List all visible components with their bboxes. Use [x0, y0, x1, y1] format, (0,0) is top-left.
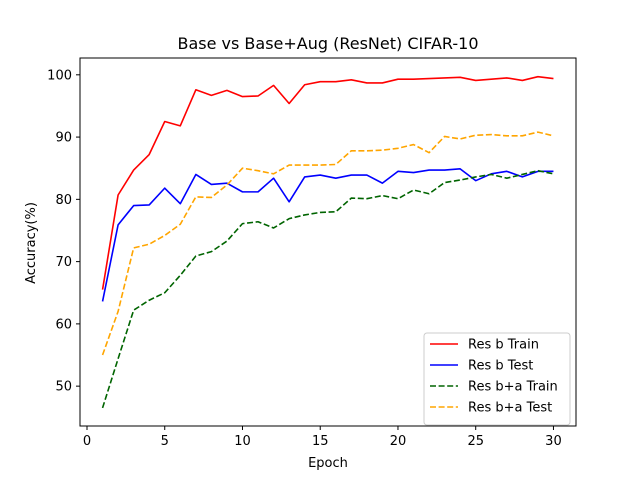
x-tick-label: 20 [390, 434, 407, 449]
x-tick-label: 5 [161, 434, 169, 449]
y-tick-label: 80 [55, 193, 72, 208]
legend-label: Res b Train [468, 338, 539, 353]
y-axis-label: Accuracy(%) [24, 202, 39, 284]
legend-label: Res b+a Test [468, 401, 552, 416]
series-line-3 [101, 169, 554, 409]
y-tick-label: 60 [55, 317, 72, 332]
chart-title: Base vs Base+Aug (ResNet) CIFAR-10 [177, 34, 478, 53]
x-tick-label: 25 [467, 434, 484, 449]
y-tick-label: 90 [55, 131, 72, 146]
x-tick-label: 30 [545, 434, 562, 449]
series-line-4 [101, 131, 554, 356]
legend-box [423, 332, 571, 426]
y-tick-label: 100 [47, 68, 72, 83]
axes-frame [79, 57, 577, 427]
x-axis-label: Epoch [308, 456, 348, 471]
legend-label: Res b+a Train [468, 380, 558, 395]
legend: Res b Train Res b Test Res b+a Train Res b+… [423, 332, 571, 426]
legend-label: Res b Test [468, 359, 533, 374]
y-tick-label: 50 [55, 380, 72, 395]
series-line-2 [101, 168, 554, 302]
series-line-1 [101, 75, 554, 290]
x-tick-label: 15 [312, 434, 329, 449]
plot-area: 0 5 10 15 20 25 30 50 60 70 80 90 100 [47, 57, 577, 449]
x-tick-label: 10 [234, 434, 251, 449]
x-tick-label: 0 [83, 434, 91, 449]
y-tick-label: 70 [55, 255, 72, 270]
